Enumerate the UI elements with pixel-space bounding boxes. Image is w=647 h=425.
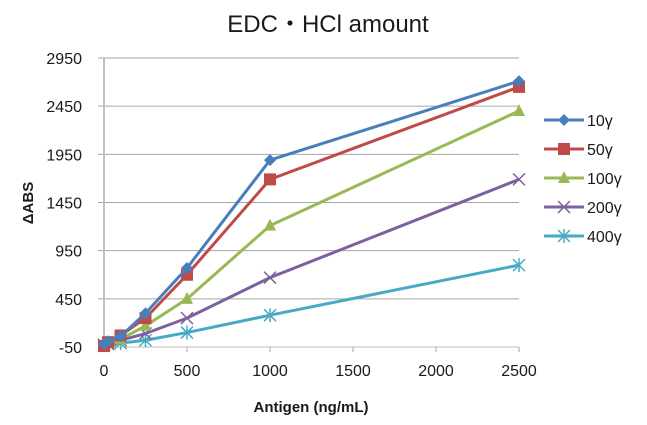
x-tick-label: 500 [174,363,201,380]
diamond-marker [264,154,276,167]
y-tick-label: 1950 [46,147,82,164]
triangle-marker [264,218,276,231]
series-10γ [98,75,525,351]
x-tick-label: 2500 [501,363,537,380]
legend-label: 100γ [587,171,622,188]
y-tick-labels: -50 450 950 1450 1950 2450 2950 [46,51,82,357]
series-group [97,75,526,353]
legend-label: 10γ [587,113,613,130]
legend-item: 100γ [544,171,622,188]
legend-label: 50γ [587,142,613,159]
legend-item: 200γ [544,200,622,217]
series-100γ [98,103,525,351]
diamond-marker [181,262,193,275]
y-tick-label: -50 [59,340,82,357]
series-line [103,79,520,346]
square-marker [558,143,570,155]
legend-label: 200γ [587,200,622,217]
star-marker [138,333,153,348]
triangle-marker [513,103,525,116]
y-axis-label: ΔABS [20,182,37,224]
x-tick-label: 2000 [418,363,454,380]
legend-item: 400γ [544,229,622,246]
chart-title: EDC・HCl amount [227,11,429,38]
y-tick-label: 450 [55,292,82,309]
legend: 10γ 50γ 100γ 200γ 400γ [544,113,622,246]
triangle-marker [558,171,570,183]
series-200γ [97,172,526,352]
x-tick-labels: 0 500 1000 1500 2000 2500 [100,363,537,380]
x-tick-label: 0 [100,363,109,380]
legend-label: 400γ [587,229,622,246]
star-marker [263,308,277,323]
x-axis-label: Antigen (ng/mL) [254,399,369,416]
series-line [103,177,520,347]
star-marker [512,258,526,273]
x-tick-label: 1500 [335,363,371,380]
diamond-marker [139,307,152,320]
diamond-marker [513,75,525,88]
star-marker [557,229,571,243]
y-tick-label: 1450 [46,196,82,213]
diamond-marker [102,335,115,348]
series-line [103,263,520,347]
series-50γ [98,80,525,353]
diamond-marker [114,330,127,343]
x-marker [557,200,571,214]
gridlines [98,57,520,352]
x-marker [512,172,526,186]
diamond-marker [558,114,570,126]
y-tick-label: 2450 [46,99,82,116]
star-marker [180,325,194,340]
series-400γ [97,258,526,353]
y-tick-label: 2950 [46,51,82,68]
legend-item: 10γ [544,113,613,130]
triangle-marker [181,291,193,304]
x-marker [263,271,277,285]
y-tick-label: 950 [55,244,82,261]
legend-item: 50γ [544,142,613,159]
square-marker [264,173,276,186]
x-tick-label: 1000 [252,363,288,380]
triangle-marker [139,318,152,331]
x-marker [180,311,194,325]
